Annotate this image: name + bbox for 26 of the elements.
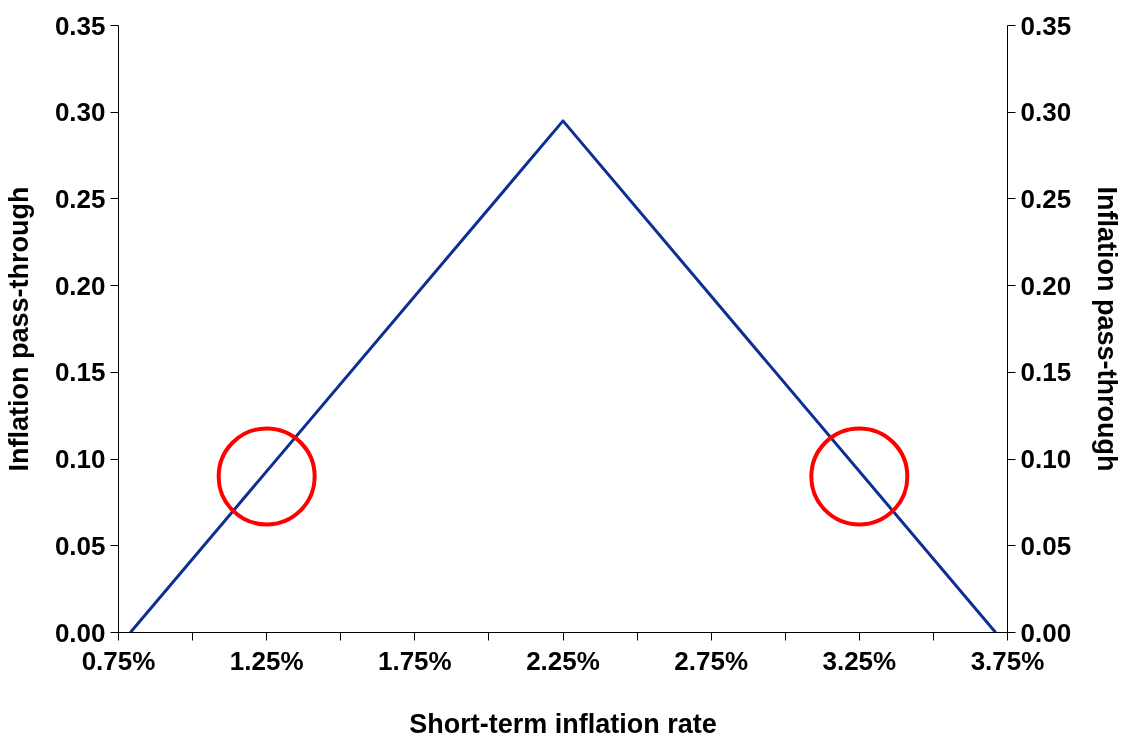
y2-tick-label: 0.30 <box>1020 97 1072 128</box>
x-axis-title: Short-term inflation rate <box>409 708 717 739</box>
y2-tick-label: 0.05 <box>1020 530 1072 561</box>
x-tick-label: 2.25% <box>526 645 600 676</box>
x-tick-label: 3.25% <box>822 645 897 676</box>
x-tick-label: 1.25% <box>229 645 304 676</box>
y-tick-label: 0.20 <box>54 270 106 301</box>
y-tick-label: 0.25 <box>54 183 106 214</box>
x-tick-label: 1.75% <box>377 645 452 676</box>
y-tick-label: 0.10 <box>54 444 106 475</box>
y2-tick-label: 0.00 <box>1020 617 1072 648</box>
x-tick-label: 0.75% <box>81 645 156 676</box>
y-tick-label: 0.35 <box>54 10 106 41</box>
y-axis-title: Inflation pass-through <box>3 186 34 472</box>
y-tick-label: 0.15 <box>54 357 106 388</box>
y2-tick-label: 0.25 <box>1020 183 1072 214</box>
y-tick-label: 0.05 <box>54 530 106 561</box>
y-tick-label: 0.00 <box>54 617 106 648</box>
y2-axis-title: Inflation pass-through <box>1092 186 1123 472</box>
x-tick-label: 2.75% <box>674 645 749 676</box>
y2-tick-label: 0.10 <box>1020 444 1072 475</box>
y2-tick-label: 0.20 <box>1020 270 1072 301</box>
y-tick-label: 0.30 <box>54 97 106 128</box>
x-tick-label: 3.75% <box>970 645 1045 676</box>
y2-tick-label: 0.15 <box>1020 357 1072 388</box>
y2-tick-label: 0.35 <box>1020 10 1072 41</box>
